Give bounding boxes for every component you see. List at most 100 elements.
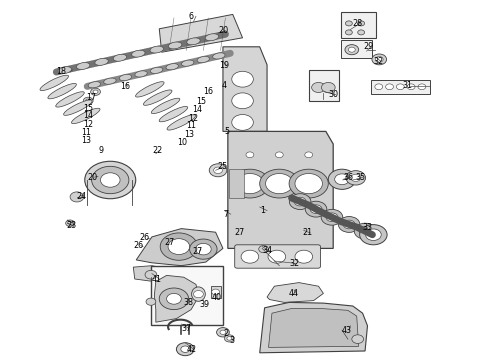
Circle shape <box>260 169 299 198</box>
Bar <box>341 40 372 58</box>
Ellipse shape <box>151 98 180 114</box>
Text: 27: 27 <box>234 229 245 238</box>
Ellipse shape <box>48 84 76 99</box>
Circle shape <box>343 220 355 229</box>
Text: 30: 30 <box>328 90 338 99</box>
Polygon shape <box>223 47 267 131</box>
Circle shape <box>289 194 311 210</box>
Circle shape <box>348 47 355 52</box>
Circle shape <box>335 174 349 185</box>
Circle shape <box>338 217 360 233</box>
Text: 7: 7 <box>223 210 228 219</box>
Ellipse shape <box>159 107 188 122</box>
Circle shape <box>321 210 343 225</box>
Circle shape <box>75 106 80 109</box>
Ellipse shape <box>56 92 84 107</box>
Polygon shape <box>267 283 323 302</box>
Circle shape <box>345 21 352 26</box>
Circle shape <box>60 89 65 93</box>
Text: 26: 26 <box>133 241 144 250</box>
Text: 25: 25 <box>217 162 227 171</box>
Circle shape <box>147 87 152 91</box>
Circle shape <box>159 288 189 310</box>
Circle shape <box>155 96 160 99</box>
Ellipse shape <box>119 75 132 81</box>
Ellipse shape <box>205 34 219 41</box>
Bar <box>229 169 244 198</box>
Ellipse shape <box>76 63 90 69</box>
Text: 11: 11 <box>81 128 91 136</box>
Circle shape <box>220 330 226 334</box>
Polygon shape <box>260 302 368 353</box>
Circle shape <box>145 270 157 279</box>
Circle shape <box>246 152 254 158</box>
Text: 24: 24 <box>76 192 86 201</box>
Circle shape <box>232 71 253 87</box>
Bar <box>341 12 376 38</box>
Polygon shape <box>269 309 359 347</box>
Circle shape <box>91 88 100 95</box>
Circle shape <box>86 99 91 103</box>
Ellipse shape <box>166 64 178 70</box>
Text: 12: 12 <box>189 113 199 122</box>
Circle shape <box>305 152 313 158</box>
Circle shape <box>360 225 387 245</box>
Circle shape <box>227 337 232 340</box>
Text: 20: 20 <box>218 26 228 35</box>
Text: 28: 28 <box>353 19 363 28</box>
Circle shape <box>366 229 381 240</box>
Text: 16: 16 <box>203 87 213 96</box>
Circle shape <box>407 84 415 90</box>
Text: 15: 15 <box>196 97 206 106</box>
Text: 44: 44 <box>289 289 299 298</box>
Text: 5: 5 <box>224 127 229 136</box>
Ellipse shape <box>64 100 92 115</box>
Circle shape <box>295 250 313 263</box>
Polygon shape <box>228 131 333 248</box>
Ellipse shape <box>213 53 225 59</box>
Circle shape <box>217 328 229 337</box>
Ellipse shape <box>167 115 196 130</box>
Circle shape <box>66 220 74 226</box>
Text: 12: 12 <box>83 120 94 129</box>
Bar <box>151 266 223 325</box>
Circle shape <box>259 246 269 253</box>
Circle shape <box>168 239 190 255</box>
Text: 39: 39 <box>200 300 210 309</box>
Text: 27: 27 <box>164 238 174 247</box>
Circle shape <box>310 205 322 213</box>
Text: 32: 32 <box>289 259 299 268</box>
Text: 16: 16 <box>120 82 130 91</box>
Text: 29: 29 <box>364 42 374 51</box>
Polygon shape <box>133 266 181 283</box>
Text: 35: 35 <box>355 173 366 182</box>
Text: 41: 41 <box>152 274 162 284</box>
Text: 31: 31 <box>403 81 413 90</box>
Circle shape <box>196 243 211 255</box>
Circle shape <box>236 174 264 194</box>
Circle shape <box>52 81 57 85</box>
Circle shape <box>190 239 217 259</box>
Ellipse shape <box>132 50 145 57</box>
Circle shape <box>68 98 73 101</box>
Polygon shape <box>136 229 223 266</box>
Text: 4: 4 <box>221 81 226 90</box>
Ellipse shape <box>113 54 126 61</box>
Ellipse shape <box>187 38 200 45</box>
Circle shape <box>375 84 383 90</box>
Text: 21: 21 <box>303 229 313 238</box>
Circle shape <box>386 84 393 90</box>
Circle shape <box>289 169 328 198</box>
Text: 43: 43 <box>342 325 352 335</box>
Circle shape <box>92 166 129 194</box>
Circle shape <box>345 45 359 55</box>
Circle shape <box>396 84 404 90</box>
Circle shape <box>70 192 84 202</box>
Circle shape <box>354 223 376 239</box>
Text: 22: 22 <box>152 146 162 155</box>
Ellipse shape <box>192 287 205 301</box>
Circle shape <box>209 164 227 177</box>
Circle shape <box>194 291 203 298</box>
Ellipse shape <box>144 90 172 105</box>
Circle shape <box>268 250 286 263</box>
